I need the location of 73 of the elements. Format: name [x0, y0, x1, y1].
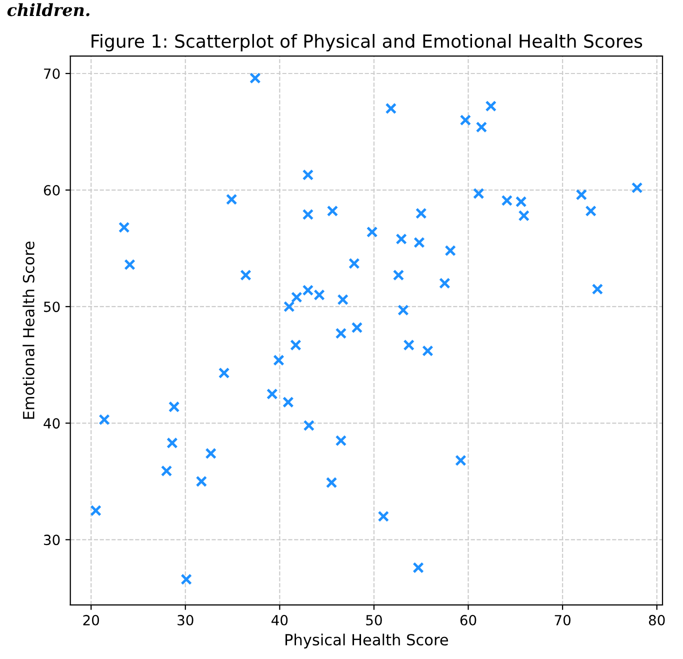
point	[351, 322, 363, 334]
y-tick-label: 30	[44, 534, 60, 546]
point	[118, 222, 130, 233]
point	[415, 208, 427, 219]
point	[302, 169, 314, 181]
x-tick-label: 70	[554, 614, 570, 626]
y-tick-label: 40	[44, 418, 60, 429]
point	[378, 510, 390, 522]
point	[476, 121, 488, 133]
x-tick-label: 50	[366, 614, 382, 626]
point	[414, 236, 425, 248]
point	[396, 233, 407, 245]
y-tick-label: 70	[44, 68, 60, 79]
point	[303, 420, 315, 432]
point	[392, 269, 404, 281]
point	[518, 210, 530, 222]
point	[585, 205, 596, 217]
point	[485, 100, 497, 112]
x-tick-label: 20	[83, 614, 100, 626]
point	[576, 189, 588, 200]
point	[348, 258, 360, 270]
y-tick-label: 60	[44, 185, 60, 196]
point	[218, 367, 230, 379]
x-axis-title: Physical Health Score	[286, 634, 448, 648]
point	[302, 284, 314, 296]
point	[444, 245, 456, 256]
point	[283, 300, 295, 312]
point	[290, 339, 302, 351]
point	[337, 294, 348, 306]
x-tick-label: 60	[460, 614, 476, 626]
point	[460, 114, 472, 126]
point	[124, 258, 136, 270]
point	[398, 304, 409, 316]
point	[166, 437, 178, 449]
point	[366, 226, 378, 238]
point	[90, 504, 102, 516]
x-tick-label: 40	[272, 614, 288, 626]
point	[412, 562, 424, 574]
point	[160, 465, 172, 477]
point	[168, 401, 180, 412]
point	[240, 269, 252, 281]
point	[501, 194, 513, 206]
point	[385, 102, 397, 114]
point	[335, 434, 347, 446]
point	[326, 205, 338, 217]
point	[226, 194, 238, 206]
text: children.	[7, 3, 90, 16]
y-axis-title: Emotional Health Score	[22, 242, 34, 419]
point	[326, 476, 338, 488]
point	[422, 345, 434, 357]
point	[302, 208, 314, 220]
point	[273, 354, 284, 366]
point	[335, 328, 347, 340]
point	[472, 188, 484, 200]
point	[180, 574, 192, 585]
point	[592, 283, 604, 295]
point	[314, 289, 325, 301]
y-tick-label: 50	[44, 302, 60, 312]
point	[631, 182, 643, 194]
point	[196, 476, 208, 488]
chart-title: Figure 1: Scatterplot of Physical and Emotional Health Scores	[92, 34, 642, 52]
point	[291, 292, 302, 303]
point	[403, 339, 415, 351]
point	[98, 414, 110, 426]
x-tick-label: 80	[648, 614, 665, 626]
point	[250, 72, 261, 84]
point	[282, 396, 294, 408]
point	[205, 448, 216, 460]
point	[515, 196, 527, 208]
x-tick-label: 30	[178, 614, 194, 626]
point	[266, 388, 278, 400]
point	[439, 278, 450, 289]
point	[455, 454, 466, 466]
